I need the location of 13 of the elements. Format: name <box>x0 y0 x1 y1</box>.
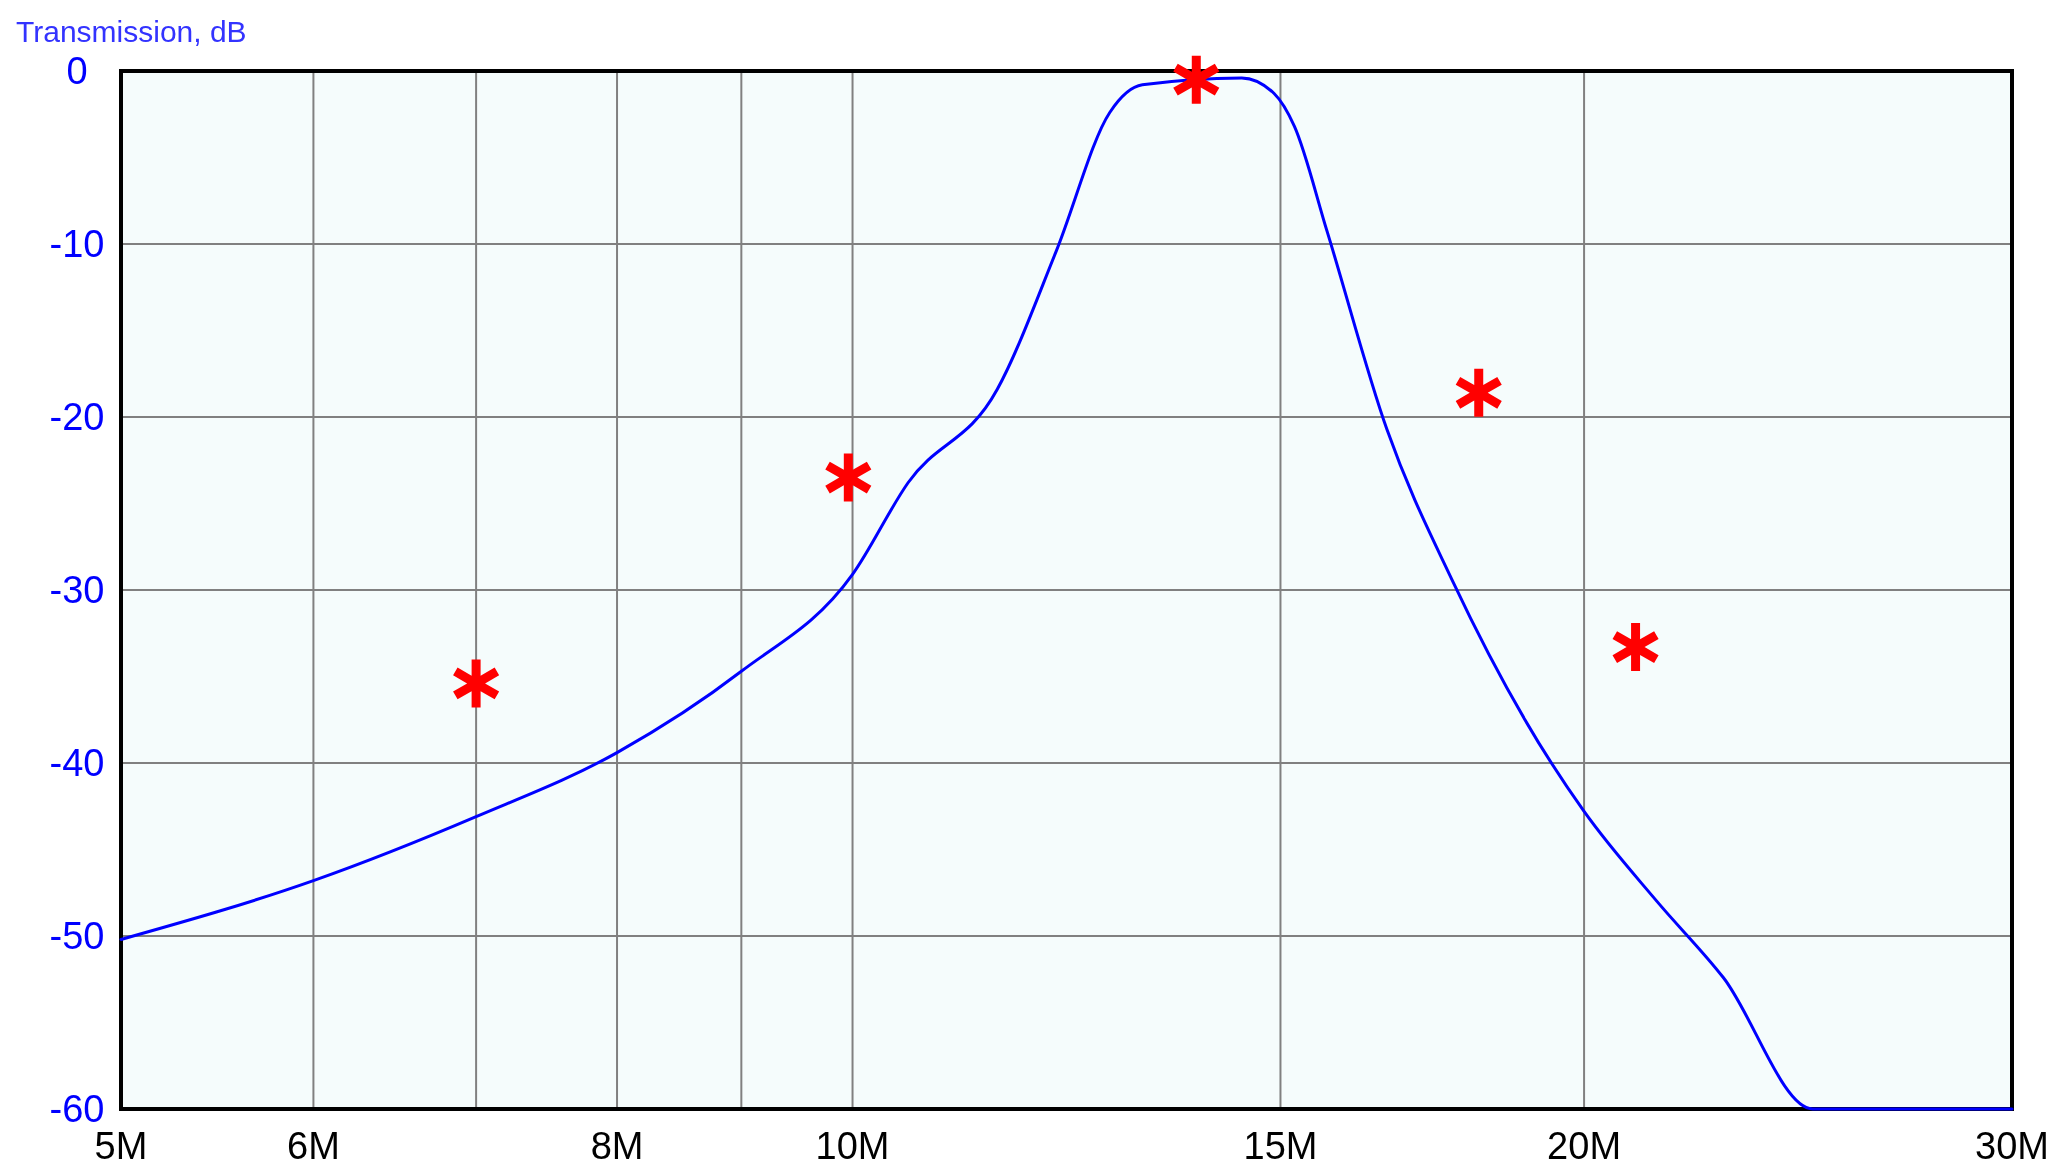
y-axis-title: Transmission, dB <box>16 15 247 48</box>
y-tick-label: -20 <box>49 396 105 438</box>
x-tick-label: 8M <box>590 1125 644 1167</box>
x-tick-label: 15M <box>1243 1125 1318 1167</box>
y-tick-label: -10 <box>49 223 105 265</box>
x-tick-label: 20M <box>1547 1125 1622 1167</box>
x-tick-label: 30M <box>1975 1125 2049 1167</box>
y-tick-label: -50 <box>49 915 105 957</box>
x-tick-label: 10M <box>815 1125 890 1167</box>
y-tick-label: -30 <box>49 569 105 611</box>
x-tick-label: 6M <box>287 1125 340 1167</box>
y-tick-label: 0 <box>66 50 88 92</box>
y-tick-label: -40 <box>49 742 105 784</box>
